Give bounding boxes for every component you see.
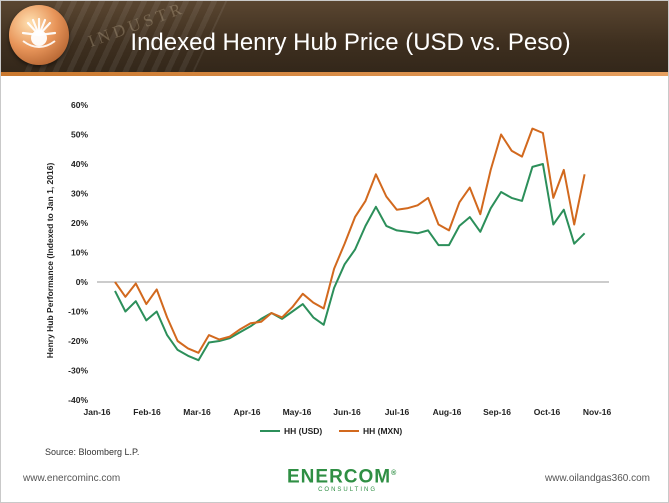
y-tick-label: -30% <box>68 366 88 376</box>
series-line-usd <box>114 163 586 362</box>
y-tick-label: -10% <box>68 307 88 317</box>
x-tick-label: Jul-16 <box>385 407 410 417</box>
logo-sun-icon <box>9 5 69 65</box>
x-tick-label: Oct-16 <box>534 407 561 417</box>
series-group <box>114 127 586 362</box>
legend-label: HH (MXN) <box>363 426 402 436</box>
y-tick-label: -40% <box>68 395 88 405</box>
series-line-mxn <box>114 127 586 354</box>
y-tick-label: 60% <box>71 100 88 110</box>
y-axis: -40% -30% -20% -10% 0% 10% 20% 30% 40% 50% 60% <box>68 100 88 405</box>
y-tick-label: 30% <box>71 189 88 199</box>
legend: HH (USD) HH (MXN) <box>260 426 402 436</box>
y-tick-label: 10% <box>71 248 88 258</box>
brand-name: ENERCOM® <box>287 464 396 487</box>
source-note: Source: Bloomberg L.P. <box>45 447 140 457</box>
x-tick-label: Jan-16 <box>84 407 111 417</box>
x-tick-label: Sep-16 <box>483 407 511 417</box>
x-tick-label: Apr-16 <box>234 407 261 417</box>
x-tick-label: May-16 <box>283 407 312 417</box>
header-banner: INDUSTR Indexed Henry Hub Price (USD vs.… <box>1 1 668 72</box>
page-title: Indexed Henry Hub Price (USD vs. Peso) <box>130 29 571 56</box>
brand-name-text: ENERCOM <box>287 466 392 488</box>
y-tick-label: 0% <box>76 277 89 287</box>
y-tick-label: -20% <box>68 336 88 346</box>
footer-right-link[interactable]: www.oilandgas360.com <box>544 473 650 484</box>
x-tick-label: Nov-16 <box>583 407 612 417</box>
x-tick-label: Jun-16 <box>333 407 361 417</box>
y-tick-label: 40% <box>71 159 88 169</box>
y-tick-label: 20% <box>71 218 88 228</box>
x-tick-label: Aug-16 <box>433 407 462 417</box>
footer-left-link[interactable]: www.enercominc.com <box>23 473 121 484</box>
banner-stripe <box>1 72 668 76</box>
x-tick-label: Feb-16 <box>133 407 161 417</box>
enercom-logo: ENERCOM® CONSULTING <box>287 464 396 494</box>
brand-trademark: ® <box>391 470 398 477</box>
brand-subtitle: CONSULTING <box>318 487 377 494</box>
y-axis-label: Henry Hub Performance (Indexed to Jan 1,… <box>45 163 55 359</box>
x-tick-label: Mar-16 <box>183 407 211 417</box>
x-axis: Jan-16 Feb-16 Mar-16 Apr-16 May-16 Jun-16 Jul-… <box>84 407 612 417</box>
y-tick-label: 50% <box>71 130 88 140</box>
legend-label: HH (USD) <box>284 426 322 436</box>
